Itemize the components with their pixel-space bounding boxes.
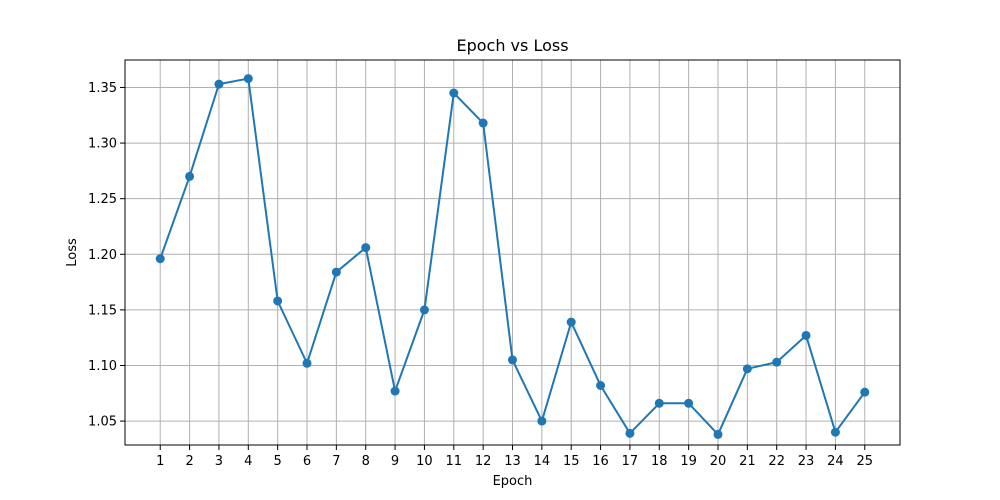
loss-data-point xyxy=(243,74,253,84)
x-tick-label: 10 xyxy=(416,454,433,469)
x-tick-label: 11 xyxy=(446,454,463,469)
loss-data-point xyxy=(508,355,517,365)
loss-data-point xyxy=(273,296,283,306)
loss-data-point xyxy=(331,267,341,277)
loss-data-point xyxy=(537,416,547,426)
loss-data-point xyxy=(478,118,488,128)
x-tick-label: 4 xyxy=(244,454,252,469)
y-tick-label: 1.35 xyxy=(88,81,117,96)
x-tick-label: 18 xyxy=(651,454,668,469)
x-tick-label: 22 xyxy=(768,454,785,469)
loss-data-point xyxy=(449,88,459,98)
loss-data-point xyxy=(713,429,723,439)
x-tick-label: 25 xyxy=(856,454,873,469)
loss-data-point xyxy=(772,357,782,367)
loss-data-point xyxy=(155,254,165,264)
x-tick-label: 20 xyxy=(710,454,727,469)
loss-data-point xyxy=(860,387,870,397)
x-tick-label: 19 xyxy=(680,454,697,469)
loss-data-point xyxy=(625,428,635,438)
x-tick-label: 23 xyxy=(798,454,815,469)
x-tick-label: 3 xyxy=(215,454,223,469)
x-tick-label: 13 xyxy=(504,454,521,469)
y-tick-label: 1.05 xyxy=(88,415,117,430)
loss-data-point xyxy=(801,330,811,340)
x-tick-label: 2 xyxy=(185,454,193,469)
x-axis-label: Epoch xyxy=(493,474,533,489)
x-tick-label: 8 xyxy=(362,454,370,469)
x-tick-label: 16 xyxy=(592,454,609,469)
y-tick-label: 1.30 xyxy=(88,137,117,152)
x-tick-label: 6 xyxy=(303,454,311,469)
x-tick-label: 24 xyxy=(827,454,844,469)
y-tick-label: 1.15 xyxy=(88,303,117,318)
loss-data-point xyxy=(302,358,312,368)
series-layer xyxy=(155,74,870,439)
x-axis: 1 2 3 4 5 6 7 8 9 10 11 12 13 14 15 16 17 18 19 20 21 22 23 24 2… xyxy=(156,445,873,469)
grid-layer xyxy=(125,60,900,445)
y-axis-label: Loss xyxy=(65,238,80,267)
x-tick-label: 21 xyxy=(739,454,756,469)
loss-data-point xyxy=(684,398,694,408)
y-tick-label: 1.25 xyxy=(88,192,117,207)
x-tick-label: 1 xyxy=(156,454,164,469)
loss-data-point xyxy=(830,427,840,437)
loss-data-point xyxy=(654,398,664,408)
loss-data-point xyxy=(214,79,224,89)
y-tick-label: 1.20 xyxy=(88,248,117,263)
y-tick-label: 1.10 xyxy=(88,359,117,374)
x-tick-label: 15 xyxy=(563,454,580,469)
chart-title: Epoch vs Loss xyxy=(456,36,568,55)
loss-data-point xyxy=(596,381,606,391)
loss-data-point xyxy=(419,305,429,315)
loss-data-point xyxy=(185,171,195,181)
x-tick-label: 7 xyxy=(332,454,340,469)
loss-data-point xyxy=(390,386,400,396)
loss-data-point xyxy=(742,364,752,374)
x-tick-label: 14 xyxy=(534,454,551,469)
x-tick-label: 12 xyxy=(475,454,492,469)
x-tick-label: 9 xyxy=(391,454,399,469)
loss-data-point xyxy=(361,243,371,253)
x-tick-label: 5 xyxy=(274,454,282,469)
y-axis: 1.05 1.10 1.15 1.20 1.25 1.30 1.35 xyxy=(88,81,125,430)
loss-data-point xyxy=(566,317,576,327)
x-tick-label: 17 xyxy=(622,454,639,469)
